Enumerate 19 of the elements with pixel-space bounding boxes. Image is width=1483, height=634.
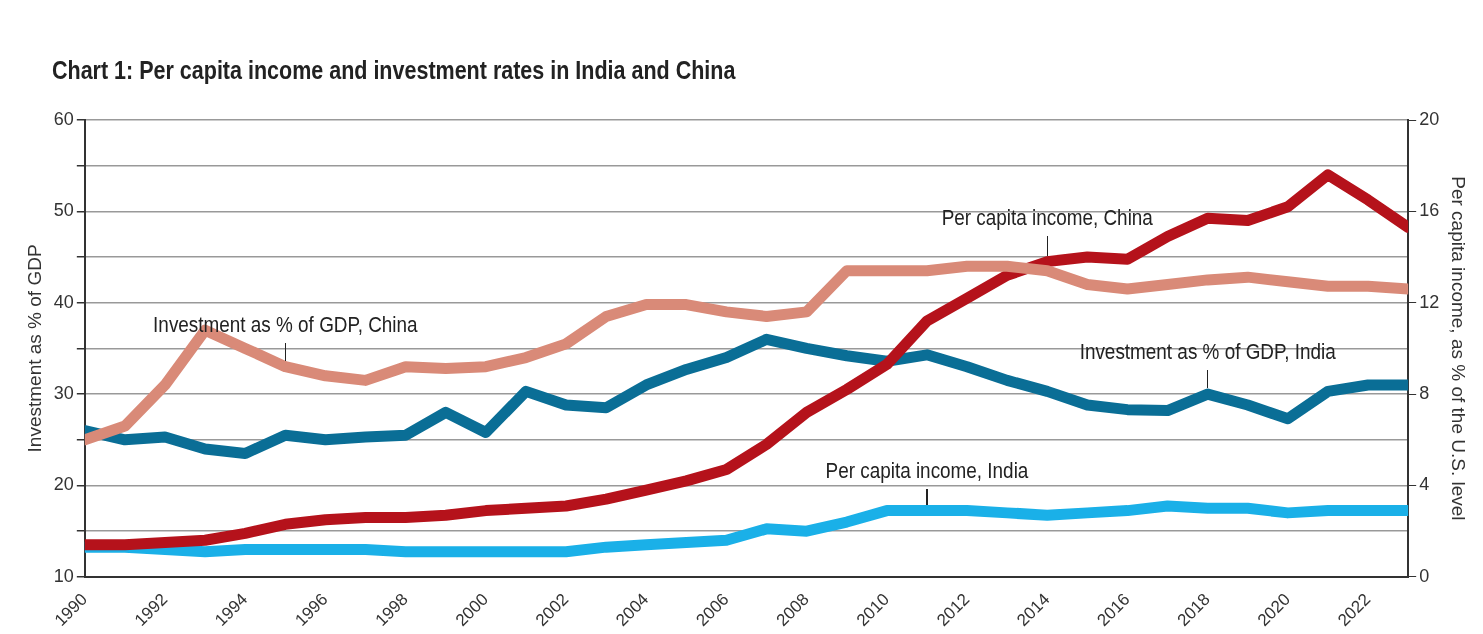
series-label: Investment as % of GDP, India xyxy=(1079,338,1337,364)
series-label: Per capita income, India xyxy=(825,457,1029,482)
y-tick-label: 50 xyxy=(53,200,74,221)
y-axis-title: Investment as % of GDP xyxy=(23,244,45,453)
y-tick-label: 60 xyxy=(53,108,74,129)
y2-axis-title: Per capita income, as % of the U.S. level xyxy=(1448,176,1470,521)
y2-tick-label: 16 xyxy=(1419,200,1440,221)
y2-tick-label: 0 xyxy=(1419,565,1430,586)
y-tick-label: 40 xyxy=(53,291,74,312)
y-tick-label: 10 xyxy=(53,565,74,586)
series-label: Per capita income, China xyxy=(941,204,1154,229)
y2-tick-label: 20 xyxy=(1419,108,1440,129)
y2-tick-label: 4 xyxy=(1419,474,1430,495)
y2-tick-label: 8 xyxy=(1419,383,1430,404)
y-tick-label: 20 xyxy=(53,474,74,495)
chart-title: Chart 1: Per capita income and investment rates in India and China xyxy=(52,56,736,85)
y-tick-label: 30 xyxy=(53,383,74,404)
series-label: Investment as % of GDP, China xyxy=(153,311,419,337)
y2-tick-label: 12 xyxy=(1419,291,1440,312)
